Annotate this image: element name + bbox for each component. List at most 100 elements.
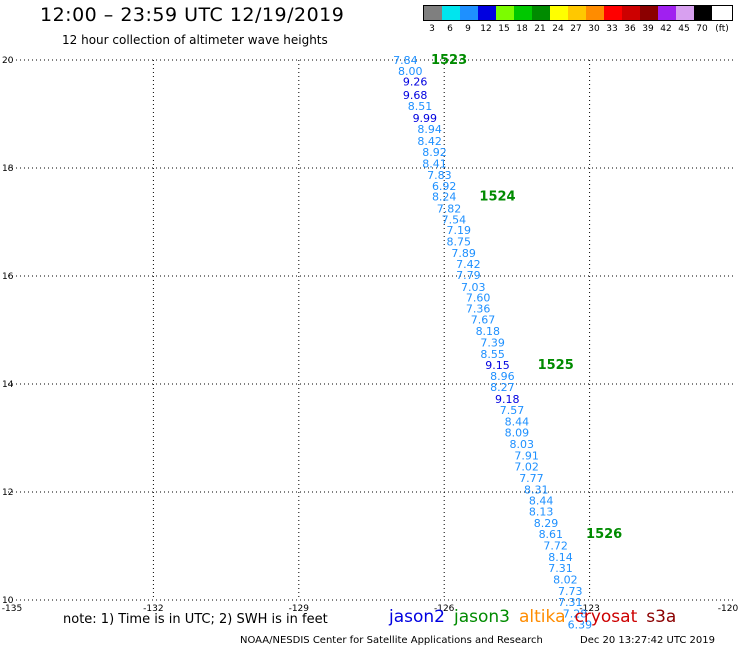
colorbar-tick-label: 15 xyxy=(498,24,510,34)
colorbar-tick-label: 12 xyxy=(480,24,492,34)
wave-height-point: 8.00 xyxy=(398,65,423,78)
wave-height-values: 7.848.009.269.688.519.998.948.428.928.41… xyxy=(393,54,592,631)
orbit-number-label: 1523 xyxy=(431,53,467,68)
wave-height-point: 8.18 xyxy=(476,325,501,338)
colorbar-swatch xyxy=(460,6,478,20)
wave-height-point: 8.27 xyxy=(490,381,515,394)
y-tick-label: 12 xyxy=(2,488,13,498)
wave-height-point: 7.67 xyxy=(471,314,496,327)
x-tick-label: -126 xyxy=(434,604,455,614)
orbit-number-label: 1525 xyxy=(538,358,574,373)
wave-height-point: 7.72 xyxy=(543,539,568,552)
wave-height-point: 8.31 xyxy=(524,483,549,496)
colorbar-tick-label: 70 xyxy=(696,24,708,34)
wave-height-point: 7.77 xyxy=(519,472,544,485)
wave-height-point: 7.84 xyxy=(393,54,418,67)
x-tick-label: -120 xyxy=(718,604,739,614)
colorbar-tick-label: 3 xyxy=(429,24,435,34)
colorbar-swatch xyxy=(496,6,514,20)
x-tick-label: -129 xyxy=(289,604,310,614)
wave-height-point: 8.42 xyxy=(417,135,442,148)
colorbar-tick-label: 45 xyxy=(678,24,690,34)
x-tick-label: -123 xyxy=(579,604,599,614)
wave-height-point: 8.24 xyxy=(432,191,457,204)
wave-height-point: 9.99 xyxy=(413,112,438,125)
wave-height-point: 7.39 xyxy=(480,336,505,349)
wave-height-point: 7.91 xyxy=(514,449,539,462)
satellite-legend-item: altika xyxy=(519,607,566,627)
orbit-annotations: 1523 1524 1525 1526 xyxy=(431,53,622,542)
colorbar-swatch xyxy=(622,6,640,20)
colorbar-swatch xyxy=(550,6,568,20)
colorbar-tick-label: 30 xyxy=(588,24,600,34)
wave-height-point: 7.28 xyxy=(563,608,588,621)
wave-height-point: 8.75 xyxy=(446,235,471,248)
wave-height-point: 7.02 xyxy=(514,461,539,474)
wave-height-point: 7.73 xyxy=(558,585,583,598)
colorbar-unit: (ft) xyxy=(715,24,729,34)
wave-height-point: 7.54 xyxy=(442,213,467,226)
wave-height-point: 8.94 xyxy=(417,123,442,136)
colorbar-swatch xyxy=(532,6,550,20)
wave-height-point: 9.18 xyxy=(495,393,520,406)
colorbar-tick-label: 27 xyxy=(570,24,582,34)
axis-tick-labels: -135 -132 -129 -126 -123 -120 10 12 14 16 18 20 xyxy=(2,56,739,614)
colorbar-tick-label: 42 xyxy=(660,24,672,34)
wave-height-point: 8.41 xyxy=(422,158,447,171)
chart-subtitle: 12 hour collection of altimeter wave hei… xyxy=(62,33,328,47)
colorbar-legend: 3 6 9 12 15 18 21 24 27 30 33 36 39 42 45 70 (ft) xyxy=(423,5,733,34)
wave-height-point: 7.19 xyxy=(446,224,471,237)
colorbar-swatch xyxy=(694,6,712,20)
y-tick-label: 10 xyxy=(2,596,14,606)
colorbar-tick-label: 36 xyxy=(624,24,636,34)
colorbar-tick-label: 9 xyxy=(465,24,471,34)
wave-height-point: 8.55 xyxy=(480,348,505,361)
colorbar-swatch xyxy=(478,6,496,20)
wave-height-point: 8.96 xyxy=(490,370,515,383)
wave-height-point: 7.60 xyxy=(466,292,491,305)
wave-height-point: 6.39 xyxy=(568,618,593,631)
colorbar-tick-label: 24 xyxy=(552,24,564,34)
x-tick-label: -135 xyxy=(2,604,22,614)
wave-height-point: 8.03 xyxy=(509,438,534,451)
wave-height-point: 7.42 xyxy=(456,258,481,271)
colorbar-tick-label: 39 xyxy=(642,24,654,34)
colorbar-swatch xyxy=(676,6,694,20)
wave-height-point: 8.51 xyxy=(408,100,433,113)
generated-timestamp: Dec 20 13:27:42 UTC 2019 xyxy=(580,635,715,646)
wave-height-point: 8.09 xyxy=(505,427,530,440)
colorbar-tick-label: 6 xyxy=(447,24,453,34)
footer-note: note: 1) Time is in UTC; 2) SWH is in fe… xyxy=(63,612,328,627)
colorbar-swatch xyxy=(424,6,442,20)
colorbar-swatch xyxy=(586,6,604,20)
colorbar-swatch xyxy=(658,6,676,20)
colorbar-swatch xyxy=(604,6,622,20)
wave-height-point: 8.61 xyxy=(539,528,564,541)
wave-height-point: 8.44 xyxy=(529,495,554,508)
grid-lines xyxy=(8,59,735,601)
satellite-legend-item: cryosat xyxy=(574,607,638,627)
wave-height-point: 9.68 xyxy=(403,89,428,102)
satellite-legend-item: s3a xyxy=(646,607,677,627)
satellite-legend-item: jason2 xyxy=(389,607,445,627)
colorbar-tick-label: 18 xyxy=(516,24,528,34)
colorbar-swatch xyxy=(442,6,460,20)
chart-title: 12:00 – 23:59 UTC 12/19/2019 xyxy=(40,4,345,26)
wave-height-point: 7.57 xyxy=(500,404,525,417)
wave-height-point: 7.03 xyxy=(461,281,486,294)
wave-height-point: 8.02 xyxy=(553,573,578,586)
colorbar-swatches xyxy=(423,5,733,21)
colorbar-ticks: 3 6 9 12 15 18 21 24 27 30 33 36 39 42 45 70 (ft) xyxy=(423,24,733,34)
wave-height-point: 7.31 xyxy=(558,596,583,609)
satellite-legend-item: jason3 xyxy=(454,607,510,627)
colorbar-tick-label: 21 xyxy=(534,24,546,34)
y-tick-label: 16 xyxy=(2,272,14,282)
orbit-number-label: 1524 xyxy=(479,190,515,205)
wave-height-point: 7.89 xyxy=(451,247,476,260)
wave-height-point: 9.15 xyxy=(485,359,510,372)
y-tick-label: 20 xyxy=(2,56,14,66)
wave-height-point: 6.92 xyxy=(432,180,457,193)
wave-height-point: 7.82 xyxy=(437,203,462,216)
wave-height-point: 7.83 xyxy=(427,169,452,182)
